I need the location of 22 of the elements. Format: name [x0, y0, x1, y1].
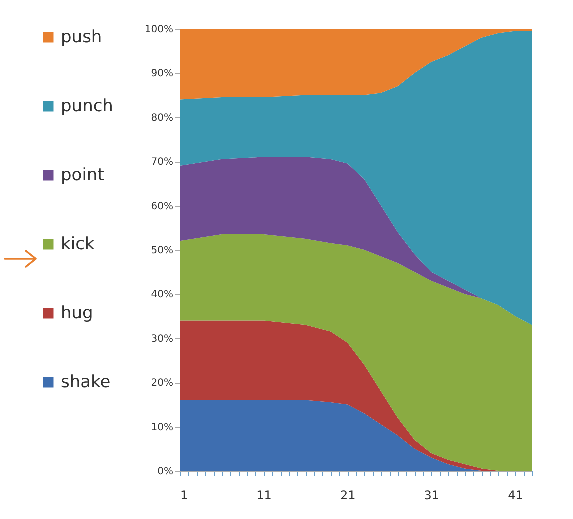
legend-label: push — [61, 28, 102, 48]
x-tick-label: 31 — [424, 488, 440, 502]
legend-label: kick — [61, 234, 95, 254]
y-tick-label: 20% — [151, 378, 174, 390]
x-tick-label: 11 — [256, 488, 272, 502]
legend-label: punch — [61, 96, 114, 116]
x-tick-label: 1 — [180, 488, 188, 502]
y-tick-label: 90% — [151, 68, 174, 80]
y-tick-label: 10% — [151, 422, 174, 434]
y-tick-label: 70% — [151, 157, 174, 168]
legend-label: hug — [61, 304, 94, 324]
x-tick-label: 21 — [340, 488, 356, 502]
y-tick-label: 40% — [151, 290, 174, 301]
y-tick-label: 100% — [144, 24, 174, 36]
y-tick-label: 30% — [151, 334, 174, 345]
x-tick-label: 41 — [508, 488, 524, 502]
legend-label: shake — [61, 372, 111, 392]
y-tick-label: 50% — [151, 246, 174, 256]
y-tick-label: 60% — [151, 201, 174, 212]
y-tick-label: 80% — [151, 112, 174, 124]
legend-label: point — [61, 166, 105, 186]
y-tick-label: 0% — [158, 466, 174, 478]
